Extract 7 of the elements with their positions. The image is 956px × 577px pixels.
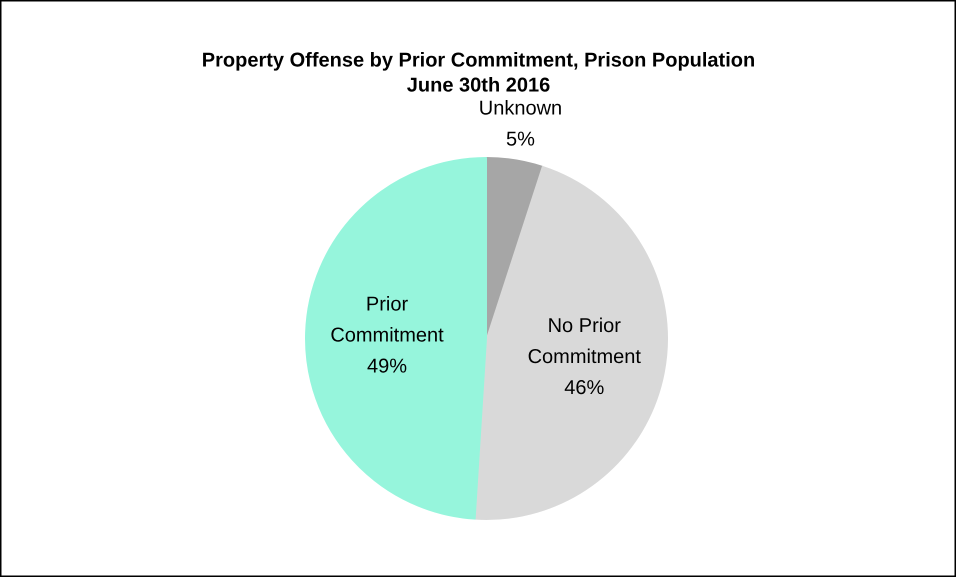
data-label: 5% <box>506 128 536 150</box>
slice-label: No Prior Commitment <box>528 315 642 368</box>
chart-title: Property Offense by Prior Commitment, Prison Population June 30th 2016 <box>202 50 756 96</box>
data-label: 46% <box>564 377 605 400</box>
slice-label: Prior Commitment <box>330 293 444 346</box>
data-label: 49% <box>366 355 408 378</box>
slice-label: Unknown <box>478 97 562 120</box>
